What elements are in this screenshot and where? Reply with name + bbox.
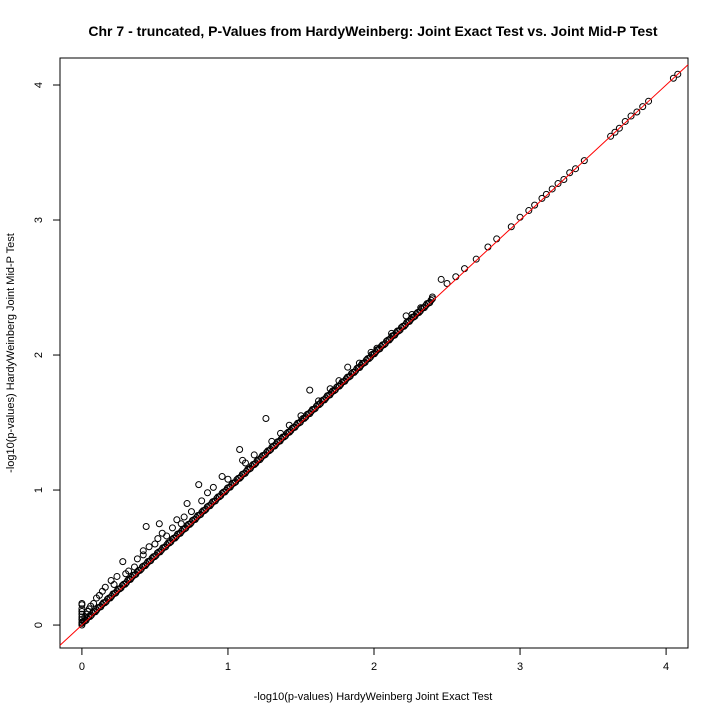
data-point xyxy=(621,117,629,125)
data-point xyxy=(168,524,176,532)
data-point xyxy=(268,437,276,445)
data-point xyxy=(388,329,396,337)
data-point xyxy=(236,446,244,454)
x-axis: 0 1 2 3 4 xyxy=(79,648,669,673)
data-point xyxy=(525,207,533,215)
data-point xyxy=(250,451,258,459)
data-point xyxy=(443,279,451,287)
y-axis: 0 1 2 3 4 xyxy=(33,82,60,628)
data-point xyxy=(326,385,334,393)
data-point xyxy=(615,124,623,132)
data-point xyxy=(204,489,212,497)
data-point xyxy=(145,543,153,551)
data-point xyxy=(173,516,181,524)
data-point xyxy=(645,97,653,105)
data-point xyxy=(639,103,647,111)
data-point xyxy=(355,359,363,367)
data-point xyxy=(554,180,562,188)
y-axis-label: -log10(p-values) HardyWeinberg Joint Mid… xyxy=(5,233,17,473)
data-point xyxy=(113,572,121,580)
x-tick-label: 1 xyxy=(225,661,231,673)
data-point xyxy=(306,386,314,394)
data-point xyxy=(133,555,141,563)
data-point xyxy=(408,311,416,319)
data-point xyxy=(566,169,574,177)
x-axis-label: -log10(p-values) HardyWeinberg Joint Exa… xyxy=(254,691,493,703)
y-tick-label: 3 xyxy=(33,217,45,223)
data-point xyxy=(139,547,147,555)
data-point xyxy=(78,601,86,609)
data-point xyxy=(154,535,162,543)
data-point xyxy=(198,497,206,505)
data-point xyxy=(183,500,191,508)
chart-title: Chr 7 - truncated, P-Values from HardyWe… xyxy=(88,23,658,39)
data-point xyxy=(572,165,580,173)
data-point xyxy=(542,190,550,198)
data-point xyxy=(119,558,127,566)
data-point xyxy=(277,429,285,437)
x-tick-label: 3 xyxy=(517,661,523,673)
data-point xyxy=(373,344,381,352)
data-point xyxy=(101,583,109,591)
data-point xyxy=(78,621,86,629)
data-point xyxy=(315,397,322,405)
data-point xyxy=(560,176,568,184)
y-tick-label: 1 xyxy=(33,487,45,493)
reference-line xyxy=(59,64,689,646)
x-tick-label: 0 xyxy=(79,661,85,673)
plot-area xyxy=(59,64,689,646)
data-point xyxy=(437,275,445,283)
data-point xyxy=(611,128,619,136)
data-point xyxy=(177,520,185,528)
data-point xyxy=(580,157,588,165)
data-point xyxy=(130,563,138,571)
data-point xyxy=(427,296,435,304)
data-point xyxy=(548,185,556,193)
data-point xyxy=(262,414,270,422)
data-point xyxy=(344,363,352,371)
data-point xyxy=(78,605,86,613)
data-point xyxy=(142,522,150,530)
data-point xyxy=(674,70,682,78)
data-point xyxy=(187,508,195,516)
data-point xyxy=(507,223,515,231)
data-point xyxy=(669,74,677,82)
data-point xyxy=(180,513,188,521)
data-point xyxy=(195,481,203,489)
data-point xyxy=(155,520,163,528)
data-point xyxy=(285,421,293,429)
data-point xyxy=(367,348,375,356)
y-tick-label: 0 xyxy=(33,622,45,628)
x-tick-label: 2 xyxy=(371,661,377,673)
x-tick-label: 4 xyxy=(663,661,669,673)
data-point xyxy=(224,475,232,483)
data-point xyxy=(125,567,133,575)
data-point xyxy=(335,377,343,385)
data-point xyxy=(627,112,635,120)
data-point xyxy=(472,255,480,263)
y-tick-label: 2 xyxy=(33,352,45,358)
data-point xyxy=(209,483,217,491)
data-point xyxy=(139,551,147,559)
points-layer xyxy=(78,70,682,629)
data-point xyxy=(163,532,171,540)
data-point xyxy=(607,132,615,140)
data-point xyxy=(297,412,305,420)
data-point xyxy=(241,459,249,467)
data-point xyxy=(428,293,436,301)
data-point xyxy=(417,304,425,312)
data-point xyxy=(90,599,98,607)
data-point xyxy=(633,108,641,116)
data-point xyxy=(531,201,539,209)
data-point xyxy=(110,581,118,589)
data-point xyxy=(218,473,226,481)
data-point xyxy=(538,194,546,202)
y-tick-label: 4 xyxy=(33,82,45,88)
data-point xyxy=(151,540,159,548)
